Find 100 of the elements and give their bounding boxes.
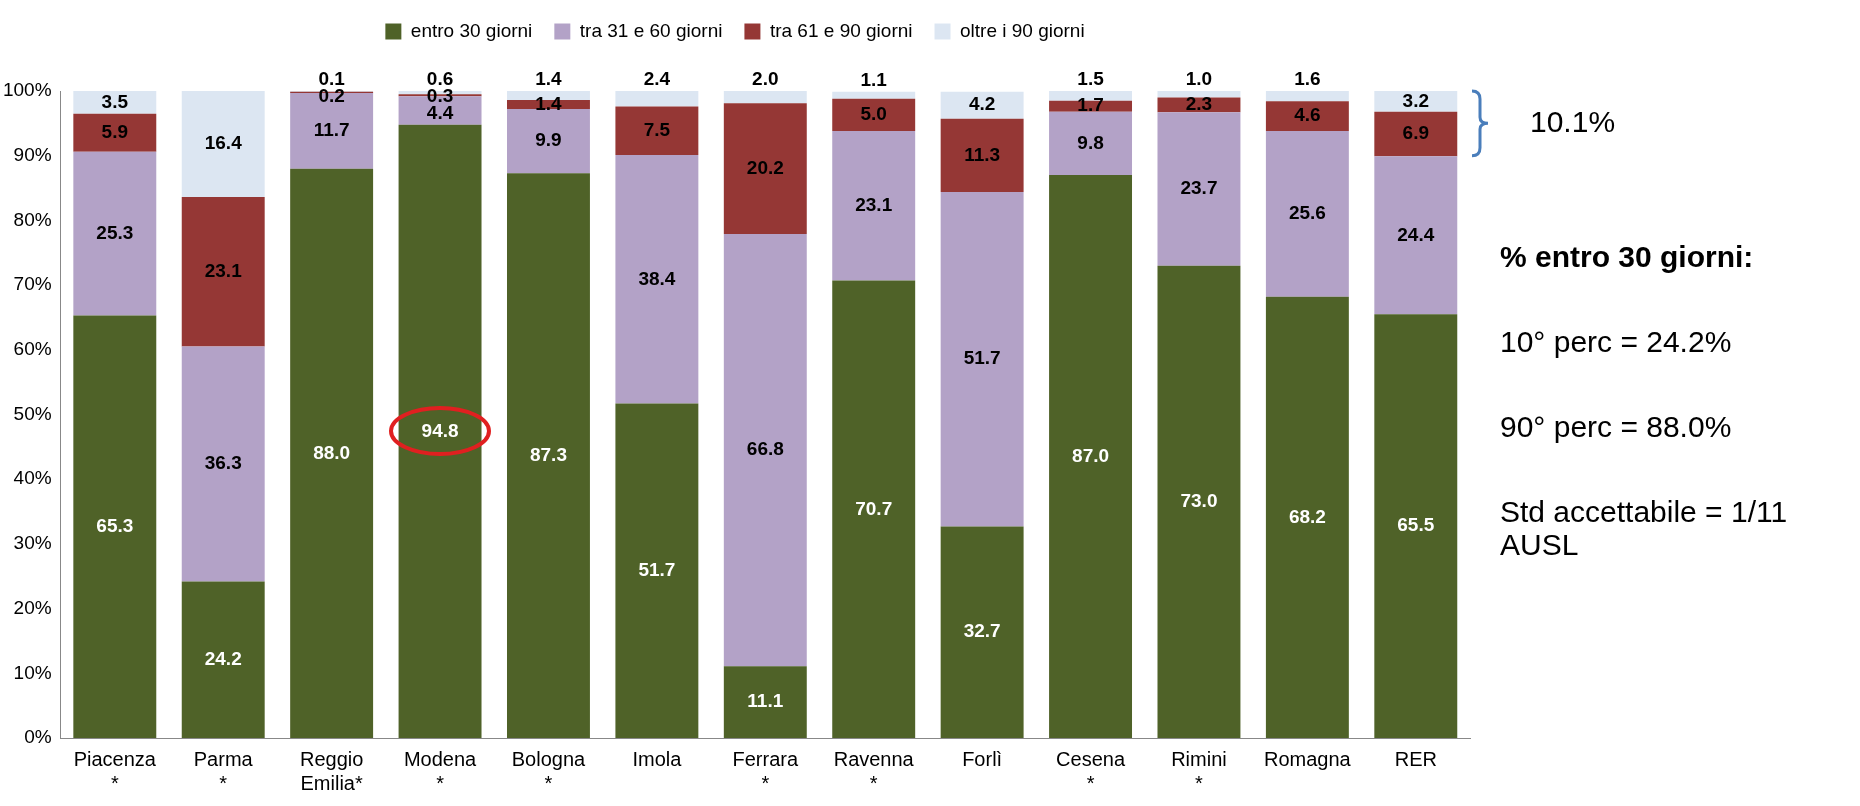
data-label: 73.0 bbox=[1180, 490, 1218, 512]
legend-label: tra 61 e 90 giorni bbox=[769, 19, 913, 41]
x-tick-label: Rimini * bbox=[1171, 747, 1227, 794]
x-tick-label: Cesena * bbox=[1056, 747, 1126, 794]
bar bbox=[290, 168, 374, 738]
x-tick-label: Piacenza * bbox=[73, 747, 157, 794]
bar bbox=[940, 191, 1024, 527]
bar bbox=[832, 91, 916, 99]
data-label: 2.0 bbox=[752, 67, 779, 89]
bar bbox=[1374, 111, 1458, 157]
x-tick-label: Romagna bbox=[1264, 747, 1352, 770]
bar bbox=[615, 403, 699, 738]
bar bbox=[723, 666, 807, 738]
data-label: 24.2 bbox=[204, 647, 242, 669]
data-label: 23.1 bbox=[204, 260, 243, 282]
bar bbox=[615, 91, 699, 107]
bar bbox=[73, 113, 157, 152]
bar bbox=[1157, 91, 1241, 98]
x-tick-label: Forlì bbox=[962, 747, 1003, 770]
data-label: 65.5 bbox=[1397, 514, 1435, 536]
data-label: 32.7 bbox=[963, 620, 1001, 642]
data-label: 1.0 bbox=[1185, 68, 1213, 90]
bar bbox=[1265, 296, 1349, 738]
data-label: 25.3 bbox=[96, 221, 134, 243]
data-label: 70.7 bbox=[855, 497, 893, 519]
data-label: 94.8 bbox=[421, 419, 459, 441]
bar bbox=[723, 233, 807, 667]
y-tick-label: 20% bbox=[13, 596, 52, 618]
data-label: 7.5 bbox=[643, 119, 671, 141]
data-label: 11.1 bbox=[747, 690, 784, 712]
x-tick-label: Reggio Emilia* bbox=[299, 747, 364, 794]
y-tick-label: 0% bbox=[24, 726, 52, 748]
bar bbox=[615, 106, 699, 156]
x-tick-label: Ferrara * bbox=[732, 747, 799, 794]
data-label: 23.7 bbox=[1180, 177, 1218, 199]
x-tick-label: Modena * bbox=[403, 747, 478, 794]
x-tick-label: Bologna * bbox=[511, 747, 587, 794]
bar bbox=[181, 346, 265, 582]
data-label: 3.5 bbox=[101, 90, 129, 112]
data-label: 1.5 bbox=[1077, 68, 1105, 90]
data-label: 0.1 bbox=[318, 68, 346, 90]
text: 10° perc = 24.2% bbox=[1500, 325, 1732, 358]
legend-label: oltre i 90 giorni bbox=[960, 19, 1085, 41]
y-tick-label: 80% bbox=[13, 208, 52, 230]
data-label: 68.2 bbox=[1288, 505, 1326, 527]
bar bbox=[73, 91, 157, 114]
bar bbox=[832, 131, 916, 281]
data-label: 24.4 bbox=[1397, 223, 1435, 245]
text: 10.1% bbox=[1530, 105, 1616, 139]
text: % entro 30 giorni: bbox=[1500, 240, 1754, 273]
bar bbox=[73, 315, 157, 738]
data-label: 2.3 bbox=[1185, 93, 1213, 115]
data-label: 88.0 bbox=[313, 441, 351, 463]
bar bbox=[723, 103, 807, 234]
data-label: 65.3 bbox=[96, 514, 134, 536]
x-tick-label: RER bbox=[1394, 747, 1437, 770]
data-label: 20.2 bbox=[746, 156, 784, 178]
bar bbox=[507, 109, 590, 174]
bar bbox=[1265, 131, 1349, 297]
bar bbox=[940, 91, 1024, 119]
bar bbox=[1265, 91, 1349, 102]
bar bbox=[723, 91, 807, 104]
data-label: 1.6 bbox=[1294, 68, 1321, 90]
y-tick-label: 10% bbox=[13, 661, 52, 683]
data-label: 51.7 bbox=[638, 558, 676, 580]
data-label: 2.4 bbox=[643, 68, 671, 90]
data-label: 4.2 bbox=[968, 93, 996, 115]
x-tick-label: Imola bbox=[632, 747, 683, 770]
data-label: 36.3 bbox=[204, 452, 242, 474]
legend-label: tra 31 e 60 giorni bbox=[579, 19, 723, 41]
data-label: 1.7 bbox=[1077, 94, 1104, 116]
x-tick-label: Ravenna * bbox=[833, 747, 915, 794]
bar bbox=[507, 173, 590, 738]
data-label: 11.7 bbox=[313, 119, 350, 141]
bar bbox=[1265, 101, 1349, 132]
data-label: 3.2 bbox=[1402, 89, 1429, 111]
bar bbox=[940, 118, 1024, 192]
y-tick-label: 60% bbox=[13, 338, 52, 360]
x-tick-label: Parma * bbox=[193, 747, 254, 794]
bar bbox=[1049, 175, 1133, 738]
bar bbox=[1049, 111, 1133, 176]
y-tick-label: 30% bbox=[13, 532, 52, 554]
bar bbox=[1157, 265, 1241, 738]
bar bbox=[615, 155, 699, 404]
y-tick-label: 70% bbox=[13, 273, 52, 295]
data-label: 4.6 bbox=[1294, 104, 1321, 126]
data-label: 16.4 bbox=[204, 132, 243, 154]
y-tick-label: 40% bbox=[13, 467, 52, 489]
data-label: 11.3 bbox=[964, 143, 1001, 165]
y-tick-label: 50% bbox=[13, 402, 52, 424]
legend-label: entro 30 giorni bbox=[410, 19, 533, 41]
data-label: 87.3 bbox=[529, 443, 567, 465]
bar bbox=[181, 91, 265, 198]
data-label: 6.9 bbox=[1402, 122, 1429, 144]
bar bbox=[1374, 156, 1458, 315]
data-label: 9.8 bbox=[1077, 131, 1104, 153]
text: Std accettabile = 1/11 AUSL bbox=[1500, 495, 1788, 561]
data-label: 4.4 bbox=[426, 101, 454, 123]
bar bbox=[1374, 314, 1458, 738]
data-label: 1.1 bbox=[860, 68, 888, 90]
